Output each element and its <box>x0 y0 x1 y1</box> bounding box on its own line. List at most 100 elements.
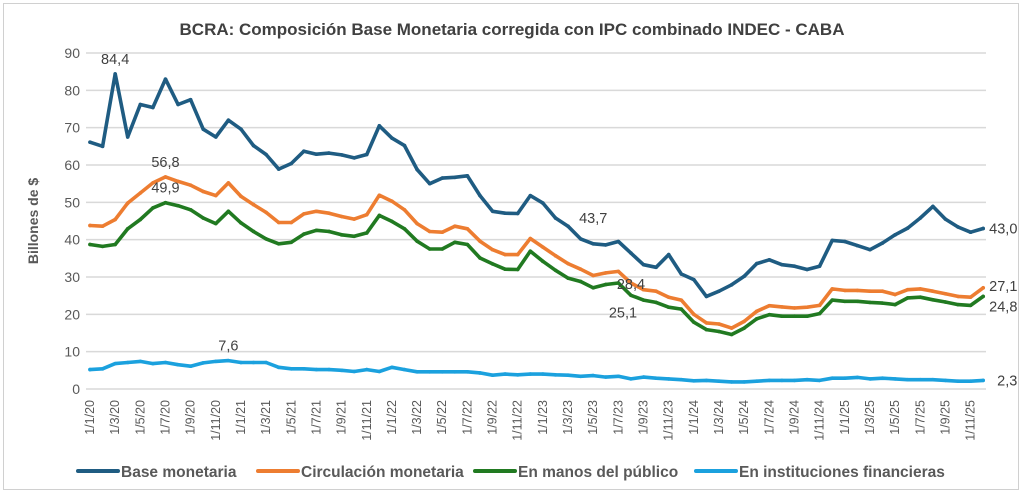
x-tick-label: 1/5/23 <box>586 400 600 435</box>
data-point <box>201 216 206 220</box>
data-point <box>528 372 533 376</box>
data-point <box>578 279 583 284</box>
data-point <box>478 239 482 243</box>
x-tick-label: 1/7/24 <box>762 400 776 435</box>
data-point <box>654 376 658 380</box>
data-point <box>528 193 533 198</box>
data-point <box>440 230 445 234</box>
x-tick-label: 1/3/22 <box>410 400 424 435</box>
data-point <box>352 217 356 221</box>
data-point <box>742 326 746 330</box>
data-point <box>214 135 218 139</box>
data-point <box>226 181 231 185</box>
data-point <box>931 289 935 293</box>
data-label: 43,7 <box>579 211 607 227</box>
data-point <box>855 375 860 380</box>
data-point <box>440 247 445 251</box>
data-point <box>415 167 419 172</box>
data-point <box>377 369 382 374</box>
data-point <box>264 152 268 157</box>
data-label: 28,4 <box>617 277 645 293</box>
legend-label: Circulación monetaria <box>301 464 464 481</box>
y-tick-label: 70 <box>64 120 80 136</box>
data-point <box>125 227 130 231</box>
data-point <box>151 206 155 210</box>
x-tick-label: 1/5/22 <box>435 400 449 435</box>
data-point <box>805 314 809 319</box>
data-point <box>704 327 709 332</box>
data-point <box>566 261 570 266</box>
data-point <box>201 361 206 365</box>
data-point <box>364 367 369 372</box>
x-tick-label: 1/11/21 <box>360 400 374 441</box>
legend-label: En manos del público <box>518 464 678 481</box>
data-label: 84,4 <box>101 52 129 68</box>
data-point <box>251 143 256 148</box>
data-point <box>490 373 495 377</box>
data-point <box>125 201 130 205</box>
data-point <box>943 378 948 383</box>
data-point <box>603 282 608 287</box>
data-point <box>226 118 231 122</box>
data-point <box>893 302 897 307</box>
data-point <box>893 292 897 297</box>
data-point <box>427 229 432 234</box>
data-point <box>302 232 306 236</box>
data-point <box>163 175 168 179</box>
data-point <box>113 242 117 247</box>
data-point <box>629 251 633 255</box>
data-point <box>465 242 470 247</box>
data-label: 43,0 <box>989 221 1017 237</box>
series-line-0 <box>88 72 986 299</box>
data-point <box>314 367 319 372</box>
y-tick-label: 80 <box>64 82 80 98</box>
data-point <box>654 265 658 270</box>
data-point <box>956 302 960 307</box>
data-point <box>377 124 382 128</box>
data-point <box>679 377 684 382</box>
data-point <box>956 379 960 383</box>
x-tick-label: 1/1/24 <box>687 400 701 435</box>
data-point <box>792 306 797 310</box>
data-point <box>503 267 507 271</box>
data-point <box>855 243 860 248</box>
chart-frame <box>3 3 1019 490</box>
data-point <box>666 305 671 310</box>
data-point <box>125 135 130 139</box>
data-point <box>968 230 973 234</box>
data-point <box>692 378 696 383</box>
data-point <box>616 269 621 274</box>
data-point <box>603 375 608 379</box>
data-point <box>327 211 331 215</box>
data-point <box>679 272 684 276</box>
data-point <box>868 377 872 381</box>
data-point <box>264 210 268 215</box>
data-point <box>805 305 809 310</box>
data-point <box>151 361 155 366</box>
data-point <box>151 181 155 185</box>
data-point <box>754 309 759 314</box>
x-tick-label: 1/1/25 <box>838 400 852 435</box>
data-point <box>138 217 143 222</box>
data-point <box>805 267 809 272</box>
data-point <box>176 362 180 367</box>
data-point <box>289 161 294 166</box>
data-point <box>968 379 973 383</box>
data-point <box>729 332 734 337</box>
data-point <box>503 372 507 376</box>
x-tick-label: 1/1/20 <box>83 400 97 435</box>
data-point <box>780 305 784 309</box>
data-point <box>100 144 105 149</box>
y-tick-label: 90 <box>64 45 80 61</box>
data-point <box>692 277 696 282</box>
data-point <box>465 174 470 178</box>
data-point <box>616 281 621 285</box>
data-point <box>729 283 734 287</box>
data-point <box>163 200 168 205</box>
legend: Base monetaria Circulación monetaria En ma… <box>76 464 945 481</box>
data-point <box>503 252 507 257</box>
y-tick-label: 0 <box>72 381 80 397</box>
data-point <box>314 152 319 156</box>
data-point <box>767 378 772 383</box>
data-point <box>880 289 885 293</box>
